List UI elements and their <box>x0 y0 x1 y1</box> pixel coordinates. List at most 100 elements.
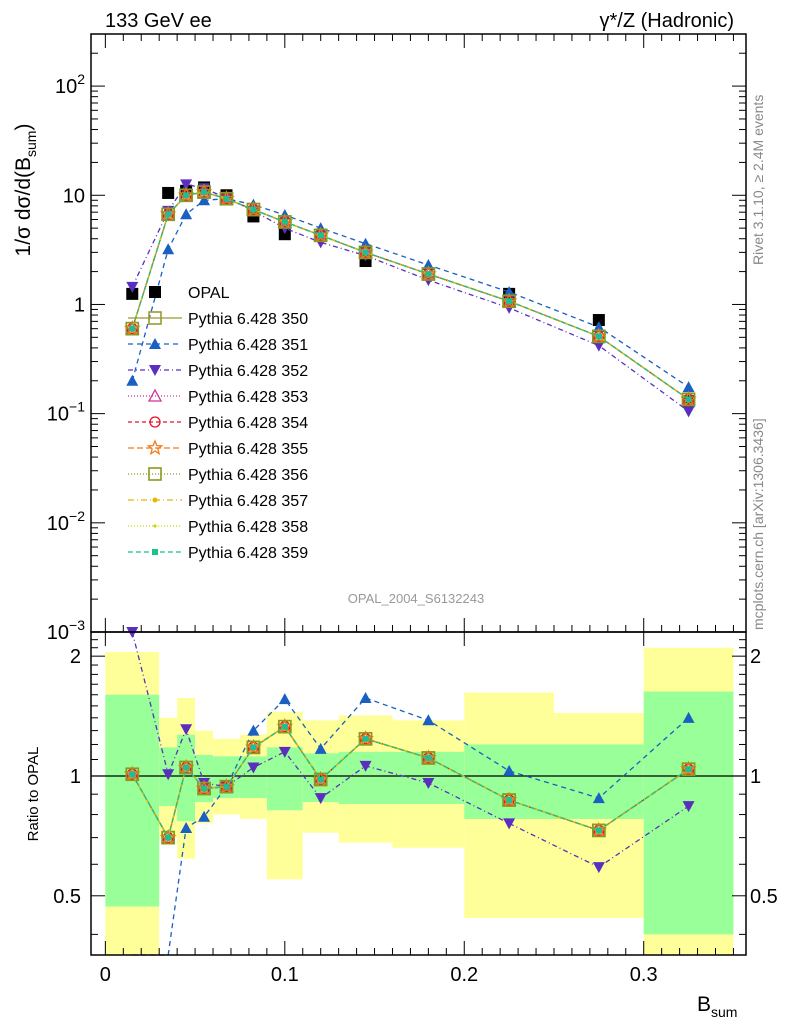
data-point <box>161 207 175 222</box>
ratio-point <box>502 793 516 807</box>
ratio-point <box>276 717 294 734</box>
legend-item: Pythia 6.428 356 <box>128 467 308 484</box>
ratio-y-tick-label-left: 0.5 <box>53 886 81 908</box>
legend-label: Pythia 6.428 355 <box>188 441 308 458</box>
ratio-point <box>317 776 324 783</box>
ratio-point <box>682 801 695 813</box>
ratio-point <box>246 740 261 755</box>
ratio-point <box>278 746 291 758</box>
ratio-series-group <box>123 627 697 956</box>
ratio-point <box>422 778 435 790</box>
ratio-y-tick-label-right: 0.5 <box>750 886 778 908</box>
ratio-point <box>358 731 373 746</box>
ratio-series-10 <box>129 723 692 841</box>
y-tick-label: 10 <box>63 185 85 207</box>
header-left-label: 133 GeV ee <box>105 10 212 32</box>
ratio-point <box>362 735 369 742</box>
ratio-point <box>359 760 372 772</box>
ratio-point <box>281 723 288 730</box>
ratio-point <box>506 797 513 804</box>
data-point <box>592 340 605 352</box>
legend-label: Pythia 6.428 357 <box>188 493 308 510</box>
ratio-point <box>681 762 696 776</box>
legend-item: Pythia 6.428 351 <box>128 337 308 354</box>
y-tick-label: 10−1 <box>47 399 85 426</box>
header-right-label: γ*/Z (Hadronic) <box>600 10 734 32</box>
green-band-bin <box>266 747 303 811</box>
ratio-point <box>278 719 292 734</box>
legend-marker <box>146 439 164 456</box>
data-point <box>682 406 695 418</box>
ratio-point <box>314 793 327 805</box>
data-point <box>425 271 432 278</box>
data-point <box>313 228 328 243</box>
legend-item: OPAL <box>149 285 230 302</box>
data-point <box>183 192 190 199</box>
legend-marker <box>149 338 161 349</box>
legend-item: Pythia 6.428 358 <box>128 519 308 536</box>
ratio-point <box>314 742 327 754</box>
data-point <box>197 185 211 199</box>
ratio-point <box>201 785 208 792</box>
legend-item: Pythia 6.428 350 <box>128 311 308 328</box>
data-point <box>198 194 211 206</box>
ratio-point <box>247 724 260 736</box>
y-tick-label: 10−3 <box>47 617 85 644</box>
data-point <box>502 294 516 309</box>
legend-item: Pythia 6.428 359 <box>128 545 308 562</box>
data-point <box>317 232 324 239</box>
main-plot-frame <box>90 33 747 633</box>
data-point <box>681 392 696 407</box>
data-point <box>685 396 692 403</box>
legend-label: Pythia 6.428 353 <box>188 389 308 406</box>
data-point <box>165 211 172 218</box>
x-tick-label: 0.2 <box>450 964 478 986</box>
ratio-point <box>592 862 605 874</box>
x-tick-label: 0.3 <box>630 964 658 986</box>
data-point <box>180 179 193 191</box>
main-y-axis-label: 1/σ dσ/d(Bsum) <box>12 124 39 257</box>
data-point <box>250 206 257 213</box>
legend-item: Pythia 6.428 353 <box>128 388 308 406</box>
ratio-y-tick-label-right: 1 <box>750 766 761 788</box>
data-point <box>219 191 234 206</box>
ratio-y-tick-label-right: 2 <box>750 646 761 668</box>
data-point <box>177 186 195 203</box>
green-band-bin <box>553 744 644 819</box>
mcplots-side-label: mcplots.cern.ch [arXiv:1306.3436] <box>750 418 766 630</box>
data-point <box>506 298 513 305</box>
legend-marker <box>152 497 158 503</box>
ratio-y-tick-label-left: 2 <box>70 646 81 668</box>
ratio-point <box>357 729 374 746</box>
legend-marker <box>153 524 157 528</box>
ratio-y-tick-label-left: 1 <box>70 766 81 788</box>
legend-item: Pythia 6.428 352 <box>128 363 308 380</box>
green-band-bin <box>105 694 160 907</box>
ratio-point <box>183 764 190 771</box>
legend: OPAL Pythia 6.428 350 Pythia 6.428 351 Pyth… <box>128 285 308 562</box>
data-point <box>422 258 435 270</box>
main-series-7 <box>125 185 696 407</box>
data-point <box>682 381 695 393</box>
legend-label: OPAL <box>188 285 230 302</box>
legend-label: Pythia 6.428 359 <box>188 545 308 562</box>
data-point <box>179 188 193 203</box>
data-point <box>278 215 292 229</box>
data-point <box>592 329 606 344</box>
ratio-y-axis-label: Ratio to OPAL <box>25 747 42 842</box>
ratio-point <box>595 827 602 834</box>
ratio-point <box>247 762 260 774</box>
legend-label: Pythia 6.428 356 <box>188 467 308 484</box>
ratio-plot-frame <box>90 631 747 956</box>
data-point <box>223 195 230 202</box>
ratio-point <box>682 711 695 723</box>
legend-label: Pythia 6.428 350 <box>188 311 308 328</box>
data-point <box>246 202 261 217</box>
ratio-point <box>313 772 328 787</box>
ratio-point <box>179 760 193 775</box>
ratio-point <box>165 834 172 841</box>
ratio-point <box>223 783 230 790</box>
data-point <box>129 325 136 332</box>
